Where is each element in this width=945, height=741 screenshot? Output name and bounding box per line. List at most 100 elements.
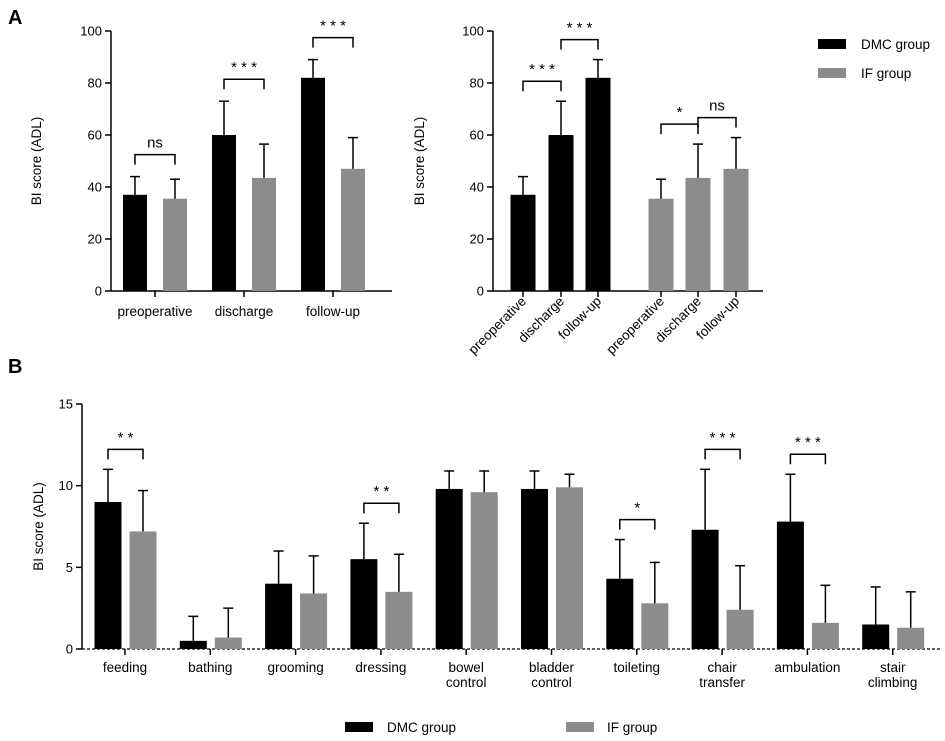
b-sig-0-label: * * [118, 429, 134, 446]
a1-sig-0-bracket [134, 153, 176, 165]
a1-x-tick-label-1: discharge [215, 304, 274, 319]
b-x-tick-label-line: control [446, 675, 487, 690]
b-sig-3-bracket [363, 502, 400, 514]
legend-bottom: DMC group IF group [345, 720, 657, 735]
b-bar-if-2 [300, 593, 328, 649]
plots: 0 20 40 60 80 100 BI score (ADL) preoperative ns… [29, 18, 942, 690]
b-x-tick-label-line: stair [880, 660, 906, 675]
a1-bar-if-2 [341, 168, 365, 291]
a1-sig-2-label: * * * [320, 18, 346, 35]
b-x-tick-label-3: dressing [355, 660, 406, 675]
a2-bar-0 [510, 194, 536, 291]
a2-bar-5 [723, 168, 749, 291]
b-y-axis-title: BI score (ADL) [31, 482, 46, 571]
b-sig-6-label: * [634, 500, 640, 517]
a1-bar-if-1 [252, 177, 276, 291]
b-x-tick-label-line: toileting [614, 660, 661, 675]
b-x-tick-label-line: control [531, 675, 572, 690]
legend-b-dmc-label: DMC group [387, 720, 456, 735]
b-bar-dmc-9 [862, 624, 890, 649]
a2-y-tick-label-5: 100 [462, 24, 484, 39]
a2-sig-2-bracket [660, 123, 699, 135]
a2-sig-0-bracket [522, 80, 562, 92]
a2-sig-3-bracket [697, 116, 737, 128]
a2-sig-3-label: ns [709, 98, 725, 115]
b-x-tick-label-line: chair [707, 660, 737, 675]
legend-b-if-swatch [566, 722, 594, 732]
a2-y-axis-title: BI score (ADL) [412, 117, 427, 206]
b-x-tick-label-line: bladder [529, 660, 575, 675]
b-x-tick-label-line: feeding [103, 660, 147, 675]
legend-top: DMC group IF group [818, 37, 930, 81]
b-bar-if-4 [470, 492, 498, 649]
a1-y-axis-title: BI score (ADL) [29, 117, 44, 206]
b-bar-if-5 [556, 487, 583, 649]
b-x-tick-label-line: bowel [449, 660, 484, 675]
a1-bar-dmc-1 [212, 135, 236, 291]
b-bar-dmc-1 [179, 640, 207, 649]
a1-y-tick-label-5: 100 [80, 24, 102, 39]
a1-y-tick-label-0: 0 [95, 284, 102, 299]
b-x-tick-label-5: bladder control [529, 660, 575, 690]
b-bar-if-3 [385, 591, 413, 649]
a2-x-tick-label-0: preoperative [465, 294, 529, 358]
a2-bar-3 [648, 198, 674, 291]
legend-if-label: IF group [861, 66, 911, 81]
panel-a-label: A [8, 7, 22, 29]
b-sig-0-bracket [107, 448, 144, 460]
b-bar-if-0 [129, 531, 157, 649]
b-bar-dmc-4 [435, 488, 463, 649]
b-sig-7-bracket [704, 448, 741, 460]
a2-y-tick-label-3: 60 [470, 128, 484, 143]
b-bar-dmc-0 [94, 502, 122, 649]
a1-bar-dmc-2 [301, 77, 325, 291]
legend-b-if-label: IF group [607, 720, 657, 735]
a2-sig-1-label: * * * [567, 20, 593, 37]
b-y-tick-label-0: 0 [66, 642, 73, 657]
b-x-tick-label-8: ambulation [774, 660, 840, 675]
a1-sig-0-label: ns [147, 135, 163, 152]
b-sig-8-bracket [789, 453, 827, 465]
a1-y-tick-label-2: 40 [88, 180, 102, 195]
b-bar-dmc-6 [606, 578, 634, 649]
b-sig-3-label: * * [373, 483, 389, 500]
b-x-tick-label-0: feeding [103, 660, 147, 675]
panel-b-label: B [8, 356, 22, 378]
b-x-tick-label-7: chair transfer [699, 660, 745, 690]
b-sig-7-label: * * * [710, 429, 736, 446]
b-x-tick-label-line: ambulation [774, 660, 840, 675]
a1-sig-1-bracket [223, 78, 265, 90]
b-x-tick-label-9: stair climbing [868, 660, 918, 690]
legend-b-dmc-swatch [345, 722, 373, 732]
a1-bar-if-0 [163, 198, 187, 291]
b-x-tick-label-1: bathing [188, 660, 232, 675]
b-bar-dmc-3 [350, 559, 378, 649]
a2-sig-0-label: * * * [529, 61, 555, 78]
b-bar-dmc-8 [776, 521, 804, 649]
a2-y-tick-label-1: 20 [470, 232, 484, 247]
a1-x-tick-label-2: follow-up [306, 304, 360, 319]
a1-sig-2-bracket [312, 36, 354, 48]
a2-bar-4 [685, 177, 711, 291]
legend-dmc-label: DMC group [861, 37, 930, 52]
a2-sig-2-label: * [677, 104, 683, 121]
b-x-tick-label-2: grooming [267, 660, 323, 675]
b-sig-6-bracket [619, 518, 656, 530]
b-bar-if-8 [811, 622, 839, 649]
b-bar-if-7 [726, 609, 754, 649]
b-bar-dmc-5 [521, 488, 548, 649]
a2-y-tick-label-2: 40 [470, 180, 484, 195]
b-x-tick-label-6: toileting [614, 660, 661, 675]
b-x-tick-label-line: dressing [355, 660, 406, 675]
a2-x-tick-label-3: preoperative [603, 294, 667, 358]
a2-bar-1 [548, 135, 574, 291]
a2-sig-1-bracket [560, 38, 599, 50]
a1-y-tick-label-4: 80 [88, 76, 102, 91]
b-x-tick-label-line: climbing [868, 675, 918, 690]
a2-bar-2 [585, 77, 611, 291]
chart-b: 0 5 10 15 BI score (ADL) feeding * * bathing gro… [31, 397, 942, 690]
a1-x-tick-label-0: preoperative [117, 304, 192, 319]
a2-y-tick-label-0: 0 [477, 284, 484, 299]
